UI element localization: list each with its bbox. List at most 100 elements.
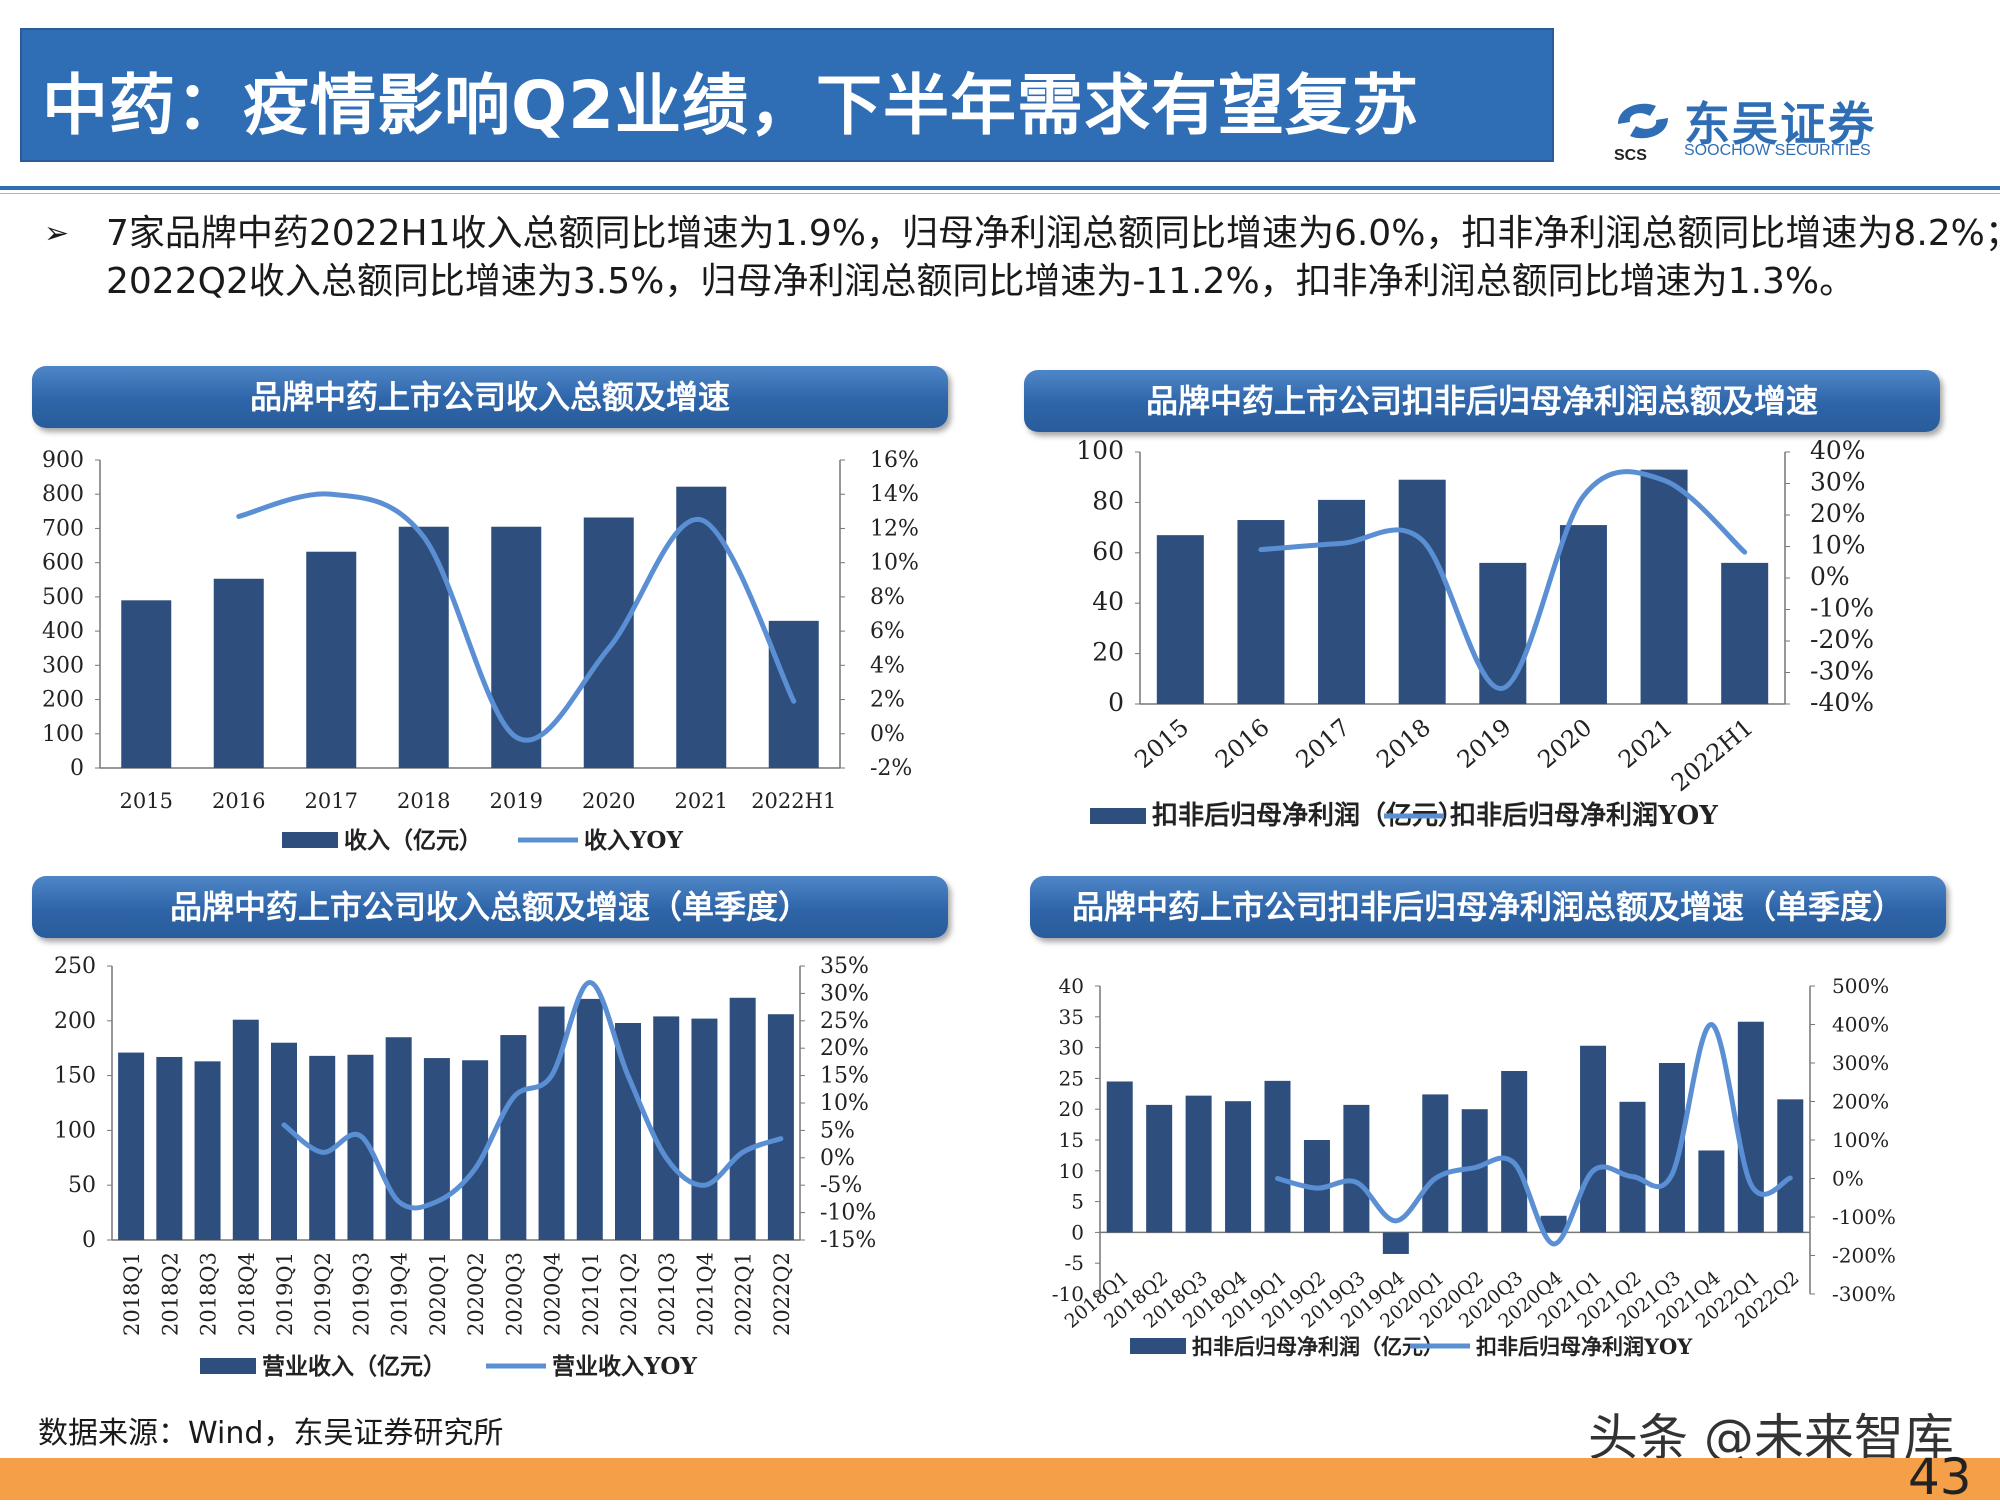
- legend-bar-label: 收入（亿元）: [344, 827, 482, 854]
- x-tick-label: 2022H1: [751, 789, 836, 813]
- right-tick-label: 200%: [1832, 1090, 1889, 1114]
- right-tick-label: -200%: [1832, 1244, 1896, 1268]
- bar: [399, 527, 449, 768]
- bar: [653, 1016, 679, 1240]
- right-tick-label: 0%: [1810, 562, 1850, 591]
- left-tick-label: 40: [1059, 974, 1084, 998]
- x-tick-label: 2019Q2: [311, 1252, 335, 1336]
- right-tick-label: -300%: [1832, 1282, 1896, 1306]
- left-tick-label: 10: [1059, 1159, 1084, 1183]
- left-tick-label: 25: [1059, 1066, 1084, 1090]
- legend-line-label: 收入YOY: [584, 827, 683, 854]
- bar: [577, 999, 603, 1240]
- bar: [1399, 480, 1446, 704]
- x-tick-label: 2019Q1: [273, 1252, 297, 1336]
- bar: [1225, 1101, 1251, 1232]
- x-tick-label: 2016: [1210, 713, 1275, 774]
- right-tick-label: 300%: [1832, 1051, 1889, 1075]
- left-tick-label: 35: [1059, 1005, 1084, 1029]
- right-tick-label: 500%: [1832, 974, 1889, 998]
- left-tick-label: 400: [42, 619, 84, 644]
- x-tick-label: 2016: [212, 789, 265, 813]
- right-tick-label: 15%: [820, 1064, 869, 1089]
- panel-title-annual-revenue: 品牌中药上市公司收入总额及增速: [32, 366, 948, 428]
- left-tick-label: 0: [82, 1228, 96, 1253]
- right-tick-label: 10%: [870, 551, 919, 576]
- left-tick-label: 0: [70, 756, 84, 781]
- x-tick-label: 2021Q1: [579, 1252, 603, 1336]
- x-tick-label: 2020: [1533, 713, 1598, 774]
- panel-title-quarterly-profit: 品牌中药上市公司扣非后归母净利润总额及增速（单季度）: [1030, 876, 1946, 938]
- x-tick-label: 2019: [1452, 713, 1517, 774]
- x-tick-label: 2020Q1: [426, 1252, 450, 1336]
- right-tick-label: 14%: [870, 482, 919, 507]
- bar: [195, 1061, 221, 1240]
- left-tick-label: 800: [42, 482, 84, 507]
- right-tick-label: 6%: [870, 619, 905, 644]
- page-title: 中药：疫情影响Q2业绩，下半年需求有望复苏: [42, 52, 1419, 148]
- left-tick-label: 600: [42, 551, 84, 576]
- header-divider: [0, 186, 2000, 190]
- bar: [118, 1053, 144, 1240]
- x-tick-label: 2017: [1291, 713, 1356, 774]
- chart-annual-revenue: 0 100 200 300 400 500 600 700 800 900 -2% 0% 2% 4% 6% 8…: [0, 430, 1000, 870]
- right-tick-label: 0%: [1832, 1167, 1864, 1191]
- x-tick-label: 2020Q3: [502, 1252, 526, 1336]
- data-source: 数据来源：Wind，东吴证券研究所: [38, 1408, 503, 1452]
- chart-quarterly-profit: -10 -5 0 5 10 15 20 25 30 35 40 -300% -200% -100% 0% 10…: [1000, 970, 2000, 1390]
- bar: [386, 1037, 412, 1240]
- left-tick-label: 0: [1108, 688, 1124, 717]
- bar: [1186, 1096, 1212, 1233]
- bar: [1641, 470, 1688, 704]
- bar: [769, 621, 819, 768]
- bar: [1343, 1105, 1369, 1233]
- bar: [156, 1057, 182, 1240]
- legend-bar-swatch: [200, 1358, 256, 1374]
- right-tick-label: 30%: [820, 981, 869, 1006]
- right-tick-label: -100%: [1832, 1205, 1896, 1229]
- right-tick-label: 40%: [1810, 436, 1866, 465]
- legend-bar-swatch: [1090, 808, 1146, 824]
- x-tick-label: 2022H1: [1666, 713, 1759, 797]
- right-tick-label: -15%: [820, 1228, 876, 1253]
- left-tick-label: 500: [42, 585, 84, 610]
- right-tick-label: 10%: [820, 1091, 869, 1116]
- left-tick-label: 0: [1071, 1220, 1084, 1244]
- right-tick-label: -2%: [870, 756, 912, 781]
- logo-english-name: SOOCHOW SECURITIES: [1684, 142, 1871, 160]
- bar: [306, 552, 356, 768]
- right-tick-label: -10%: [820, 1201, 876, 1226]
- bar: [271, 1043, 297, 1240]
- bar: [1580, 1046, 1606, 1233]
- right-tick-label: 400%: [1832, 1013, 1889, 1037]
- bar: [1777, 1099, 1803, 1232]
- bar: [121, 600, 171, 768]
- bar: [1383, 1232, 1409, 1254]
- x-tick-label: 2022Q2: [770, 1252, 794, 1336]
- panel-title-quarterly-revenue: 品牌中药上市公司收入总额及增速（单季度）: [32, 876, 948, 938]
- x-tick-label: 2020Q4: [541, 1252, 565, 1336]
- bar: [730, 998, 756, 1240]
- bar: [1318, 500, 1365, 704]
- header-divider-thin: [0, 193, 2000, 194]
- footer-bar: [0, 1458, 2000, 1500]
- left-tick-label: 150: [54, 1064, 96, 1089]
- x-tick-label: 2019Q3: [349, 1252, 373, 1336]
- bar: [424, 1058, 450, 1240]
- x-tick-label: 2020Q2: [464, 1252, 488, 1336]
- x-tick-label: 2015: [120, 789, 173, 813]
- legend-line-label: 扣非后归母净利润YOY: [1450, 800, 1718, 831]
- right-tick-label: 0%: [820, 1146, 855, 1171]
- legend-line-label: 扣非后归母净利润YOY: [1476, 1334, 1693, 1359]
- right-tick-label: 8%: [870, 585, 905, 610]
- right-tick-label: 2%: [870, 688, 905, 713]
- x-tick-label: 2022Q1: [732, 1252, 756, 1336]
- bar: [1107, 1081, 1133, 1232]
- left-tick-label: 700: [42, 516, 84, 541]
- x-tick-label: 2017: [305, 789, 358, 813]
- chart-quarterly-revenue: 050100150200250-15%-10%-5%0%5%10%15%20%2…: [0, 950, 1000, 1400]
- left-tick-label: 100: [1076, 436, 1124, 465]
- bar: [1479, 563, 1526, 704]
- right-tick-label: 20%: [820, 1036, 869, 1061]
- brand-logo: SCS 东吴证券 SOOCHOW SECURITIES: [1612, 88, 1912, 168]
